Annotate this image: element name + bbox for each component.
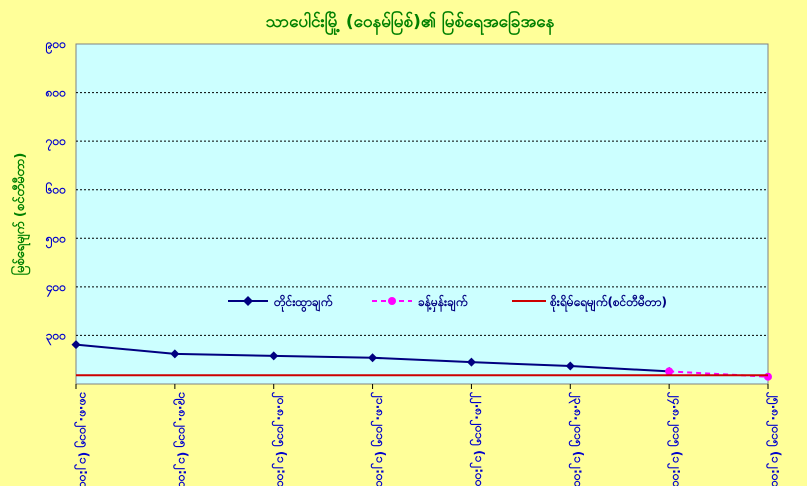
chart-title: သာပေါင်းမြို့ (ဝေနမ်မြစ်)၏ မြစ်ရေအခြေအနေ [265, 9, 555, 36]
y-tick-label: ၃၀၀ [46, 328, 67, 346]
x-tick-label: ၂၃.၈.၂၀၁၅ (၁၂:၀၀) [567, 391, 585, 486]
data-point-measured [170, 349, 180, 359]
legend-entry-danger: စိုးရိမ်ရေမျက်(စင်တီမီတာ) [512, 293, 667, 313]
data-point-forecast [764, 372, 772, 381]
legend-entry-forecast: ခန့်မှန်းချက် [372, 293, 468, 313]
x-tick-label: ၂၁.၈.၂၀၁၅ (၁၂:၀၀) [370, 391, 388, 486]
data-point-measured [269, 351, 279, 361]
series-layer [71, 340, 772, 381]
y-tick-label: ၈၀၀ [45, 86, 67, 100]
y-tick-label: ၉၀၀ [45, 37, 67, 55]
x-tick-label: ၂၂.၈.၂၀၁၅ (၁၂:၀၀) [468, 391, 486, 486]
x-tick-label: ၁၉.၈.၂၀၁၅ (၁၂:၀၀) [172, 392, 190, 486]
x-tick-label: ၁၈.၈.၂၀၁၅ (၁၂:၀၀) [73, 392, 91, 486]
y-axis-label: မြစ်ရေမျက် (စင်တီမီတာ) [10, 153, 31, 276]
x-tick-label: ၂၀.၈.၂၀၁၅ (၁၂:၀၀) [271, 391, 289, 486]
data-point-forecast [665, 367, 674, 376]
legend-label-measured: တိုင်းထွာချက် [273, 293, 333, 313]
y-tick-label: ၆၀၀ [45, 181, 67, 197]
legend-label-danger: စိုးရိမ်ရေမျက်(စင်တီမီတာ) [549, 293, 667, 313]
legend-entry-measured: တိုင်းထွာချက် [228, 293, 333, 313]
x-tick-label: ၂၅.၈.၂၀၁၅ (၁၂:၀၀) [765, 391, 783, 486]
data-point-measured [565, 361, 575, 371]
y-tick-label: ၄၀၀ [45, 280, 67, 298]
plot-area [75, 43, 769, 385]
legend: တိုင်းထွာချက် ခန့်မှန်းချက် စိုးရိမ်ရေမျ… [228, 293, 667, 313]
data-point-measured [368, 353, 378, 363]
legend-label-forecast: ခန့်မှန်းချက် [418, 293, 468, 313]
data-point-measured [71, 340, 81, 350]
grid-layer [76, 92, 768, 336]
x-tick-label: ၂၄.၈.၂၀၁၅ (၁၂:၀၀) [666, 391, 684, 486]
y-tick-label: ၇၀၀ [45, 134, 67, 152]
data-point-measured [466, 357, 476, 367]
y-tick-label: ၅၀၀ [45, 231, 67, 249]
